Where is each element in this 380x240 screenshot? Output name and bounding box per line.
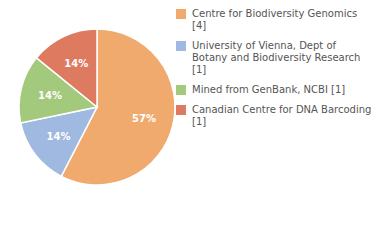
legend-label: Centre for Biodiversity Genomics[4] bbox=[192, 8, 357, 31]
legend-swatch bbox=[176, 41, 186, 51]
data-label: 14% bbox=[64, 58, 88, 69]
data-label: 14% bbox=[47, 131, 71, 142]
legend-label: University of Vienna, Dept ofBotany and … bbox=[192, 40, 360, 75]
data-label: 14% bbox=[38, 90, 62, 101]
legend-swatch bbox=[176, 9, 186, 19]
legend-label: Canadian Centre for DNA Barcoding[1] bbox=[192, 104, 371, 127]
legend-label: Mined from GenBank, NCBI [1] bbox=[192, 84, 345, 95]
legend-swatch bbox=[176, 85, 186, 95]
data-label: 57% bbox=[132, 113, 156, 124]
legend-swatch bbox=[176, 105, 186, 115]
data-labels: 57% 14% 14% 14% bbox=[38, 58, 156, 142]
legend: Centre for Biodiversity Genomics[4] Unive… bbox=[176, 8, 371, 127]
pie bbox=[19, 29, 175, 185]
pie-slice bbox=[36, 29, 97, 107]
